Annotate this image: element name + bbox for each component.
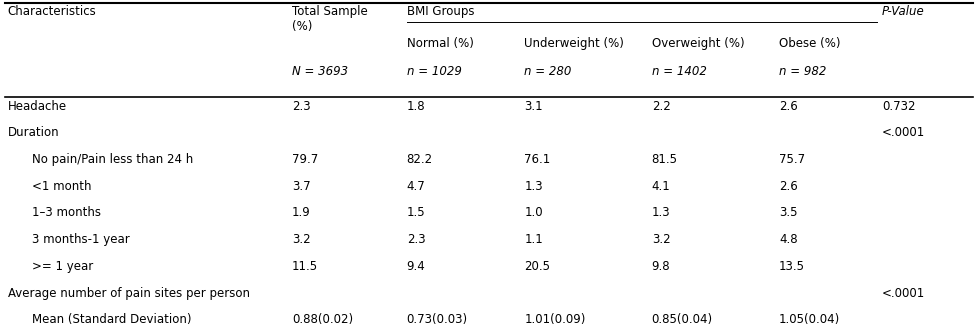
- Text: 3.2: 3.2: [292, 233, 311, 246]
- Text: 2.6: 2.6: [779, 100, 798, 113]
- Text: Average number of pain sites per person: Average number of pain sites per person: [8, 287, 250, 300]
- Text: 2.3: 2.3: [407, 233, 425, 246]
- Text: 82.2: 82.2: [407, 153, 433, 166]
- Text: No pain/Pain less than 24 h: No pain/Pain less than 24 h: [32, 153, 194, 166]
- Text: 1.3: 1.3: [524, 180, 543, 193]
- Text: n = 1402: n = 1402: [652, 65, 707, 78]
- Text: 3.7: 3.7: [292, 180, 311, 193]
- Text: >= 1 year: >= 1 year: [32, 260, 93, 273]
- Text: 4.8: 4.8: [779, 233, 798, 246]
- Text: 0.73(0.03): 0.73(0.03): [407, 313, 467, 326]
- Text: Underweight (%): Underweight (%): [524, 37, 624, 50]
- Text: <.0001: <.0001: [882, 287, 925, 300]
- Text: 3.1: 3.1: [524, 100, 543, 113]
- Text: 75.7: 75.7: [779, 153, 806, 166]
- Text: 2.3: 2.3: [292, 100, 311, 113]
- Text: <1 month: <1 month: [32, 180, 92, 193]
- Text: 1.0: 1.0: [524, 206, 543, 219]
- Text: 79.7: 79.7: [292, 153, 318, 166]
- Text: Duration: Duration: [8, 126, 60, 139]
- Text: 11.5: 11.5: [292, 260, 318, 273]
- Text: 1.05(0.04): 1.05(0.04): [779, 313, 841, 326]
- Text: Total Sample
(%): Total Sample (%): [292, 5, 368, 33]
- Text: 0.88(0.02): 0.88(0.02): [292, 313, 353, 326]
- Text: 1.01(0.09): 1.01(0.09): [524, 313, 586, 326]
- Text: 1.5: 1.5: [407, 206, 425, 219]
- Text: Headache: Headache: [8, 100, 67, 113]
- Text: 3 months-1 year: 3 months-1 year: [32, 233, 130, 246]
- Text: Mean (Standard Deviation): Mean (Standard Deviation): [32, 313, 192, 326]
- Text: 1.8: 1.8: [407, 100, 425, 113]
- Text: 0.85(0.04): 0.85(0.04): [652, 313, 712, 326]
- Text: Normal (%): Normal (%): [407, 37, 473, 50]
- Text: 9.4: 9.4: [407, 260, 425, 273]
- Text: 3.5: 3.5: [779, 206, 798, 219]
- Text: <.0001: <.0001: [882, 126, 925, 139]
- Text: 13.5: 13.5: [779, 260, 806, 273]
- Text: 2.6: 2.6: [779, 180, 798, 193]
- Text: 76.1: 76.1: [524, 153, 551, 166]
- Text: 0.732: 0.732: [882, 100, 915, 113]
- Text: P-Value: P-Value: [882, 5, 925, 18]
- Text: n = 280: n = 280: [524, 65, 571, 78]
- Text: 3.2: 3.2: [652, 233, 670, 246]
- Text: 1–3 months: 1–3 months: [32, 206, 101, 219]
- Text: 1.1: 1.1: [524, 233, 543, 246]
- Text: 4.1: 4.1: [652, 180, 670, 193]
- Text: 1.3: 1.3: [652, 206, 670, 219]
- Text: 9.8: 9.8: [652, 260, 670, 273]
- Text: n = 982: n = 982: [779, 65, 826, 78]
- Text: Characteristics: Characteristics: [8, 5, 97, 18]
- Text: Obese (%): Obese (%): [779, 37, 841, 50]
- Text: 81.5: 81.5: [652, 153, 678, 166]
- Text: 2.2: 2.2: [652, 100, 670, 113]
- Text: Overweight (%): Overweight (%): [652, 37, 745, 50]
- Text: BMI Groups: BMI Groups: [407, 5, 474, 18]
- Text: n = 1029: n = 1029: [407, 65, 462, 78]
- Text: 4.7: 4.7: [407, 180, 425, 193]
- Text: 20.5: 20.5: [524, 260, 551, 273]
- Text: N = 3693: N = 3693: [292, 65, 348, 78]
- Text: 1.9: 1.9: [292, 206, 311, 219]
